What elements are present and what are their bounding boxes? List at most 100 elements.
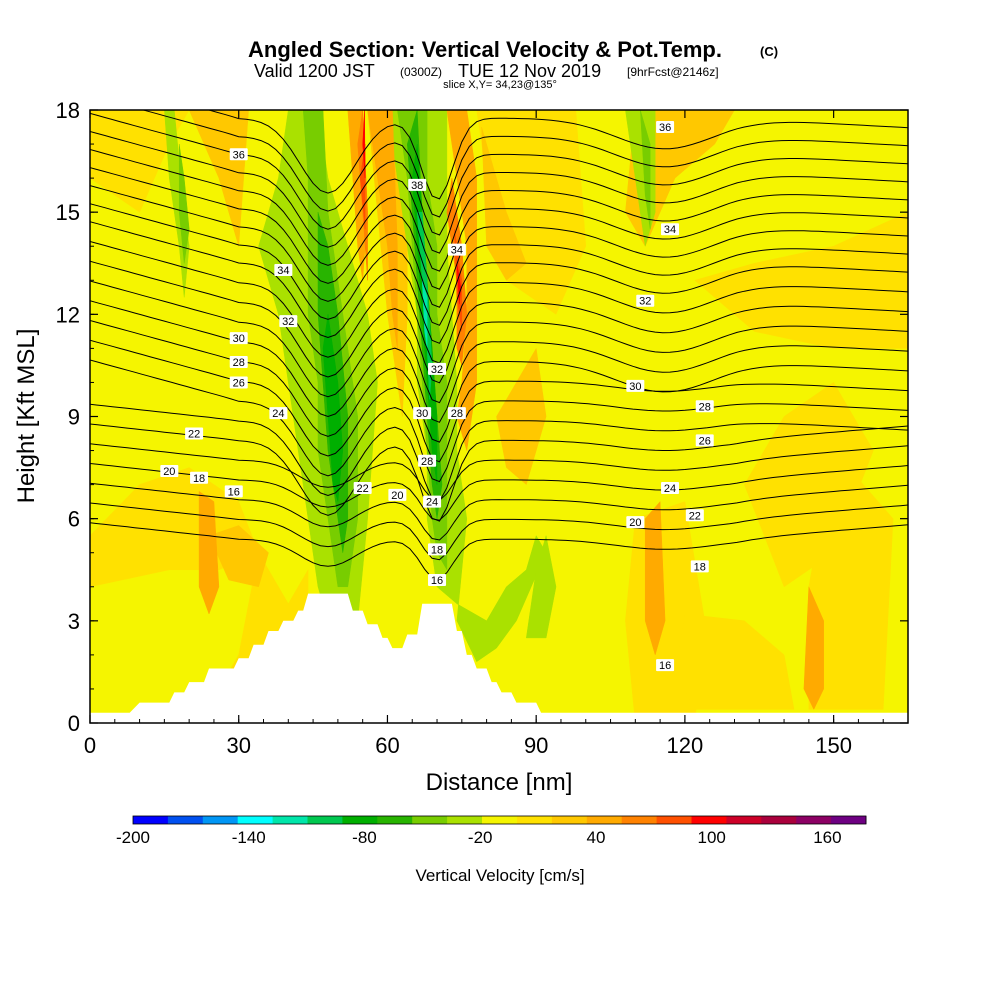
theta-label-text: 28 — [421, 456, 433, 468]
colorbar-tick-label: -200 — [116, 828, 150, 847]
chart-subtitle-slice: slice X,Y= 34,23@135° — [443, 79, 557, 91]
chart-title-unit: (C) — [760, 44, 778, 59]
theta-label-13: 32 — [428, 362, 447, 376]
colorbar-swatch-19 — [796, 816, 832, 824]
colorbar-swatch-7 — [377, 816, 413, 824]
theta-contour-25 — [90, 320, 908, 443]
theta-contour-30 — [90, 221, 908, 344]
theta-label-2: 32 — [279, 315, 298, 328]
theta-contour-16 — [90, 522, 908, 581]
velocity-region-9 — [188, 110, 249, 247]
colorbar-swatch-14 — [621, 816, 658, 824]
y-tick-label: 3 — [68, 609, 80, 634]
theta-contour-21 — [90, 423, 908, 522]
theta-label-text: 30 — [629, 381, 641, 393]
theta-label-8: 20 — [160, 464, 179, 478]
colorbar-swatch-1 — [167, 816, 204, 824]
velocity-region-30 — [367, 110, 398, 349]
theta-label-32: 16 — [656, 659, 675, 672]
theta-label-text: 20 — [391, 490, 403, 502]
theta-label-text: 30 — [416, 408, 428, 420]
velocity-region-11 — [496, 348, 547, 485]
theta-label-21: 16 — [428, 573, 447, 587]
theta-label-28: 24 — [661, 482, 680, 495]
theta-label-9: 18 — [190, 471, 209, 485]
colorbar-tick-label: -20 — [468, 828, 493, 847]
theta-label-text: 34 — [664, 224, 676, 236]
theta-label-text: 24 — [426, 497, 438, 509]
colorbar-tick-label: 100 — [697, 828, 725, 847]
theta-contour-20 — [90, 443, 908, 502]
theta-contour-29 — [90, 241, 908, 364]
theta-label-20: 18 — [428, 543, 447, 556]
theta-label-text: 26 — [699, 435, 711, 447]
theta-contour-17 — [90, 502, 908, 561]
colorbar-swatch-2 — [202, 816, 239, 824]
theta-contour-36 — [90, 112, 908, 236]
colorbar-swatch-6 — [342, 816, 378, 824]
theta-contour-18 — [90, 482, 908, 541]
theta-label-text: 34 — [451, 245, 463, 257]
theta-label-26: 28 — [695, 400, 714, 413]
theta-label-text: 30 — [233, 333, 245, 345]
velocity-region-21 — [178, 143, 190, 264]
y-tick-label: 18 — [56, 98, 80, 123]
colorbar-swatch-4 — [272, 816, 308, 824]
theta-contour-34 — [90, 149, 908, 272]
x-tick-label: 60 — [375, 733, 399, 758]
theta-contour-layer — [90, 110, 908, 581]
chart-subtitle-utc: (0300Z) — [400, 65, 442, 79]
theta-label-text: 22 — [357, 483, 369, 495]
velocity-region-35 — [803, 586, 824, 710]
theta-label-text: 32 — [282, 316, 294, 328]
colorbar-swatch-8 — [412, 816, 448, 824]
theta-label-text: 22 — [689, 510, 701, 522]
theta-label-text: 16 — [431, 575, 443, 587]
chart-subtitle-date: TUE 12 Nov 2019 — [458, 61, 601, 81]
colorbar-swatch-16 — [691, 816, 727, 824]
velocity-region-6 — [674, 613, 795, 710]
theta-label-text: 18 — [694, 561, 706, 573]
theta-label-15: 28 — [447, 407, 466, 420]
theta-label-0: 36 — [229, 148, 248, 161]
colorbar-swatch-0 — [133, 816, 169, 824]
colorbar-swatch-20 — [831, 816, 867, 824]
colorbar-swatch-10 — [482, 816, 518, 824]
theta-label-23: 34 — [661, 223, 680, 236]
colorbar: -200 -140 -80 -20 40 100 160 — [116, 815, 867, 847]
theta-contour-23 — [90, 359, 908, 483]
theta-label-text: 18 — [193, 473, 205, 485]
y-tick-label: 6 — [68, 507, 80, 532]
theta-label-text: 34 — [277, 265, 289, 277]
theta-contour-33 — [90, 167, 908, 290]
y-tick-label: 12 — [56, 302, 80, 327]
theta-label-16: 28 — [418, 454, 437, 468]
theta-label-text: 32 — [431, 364, 443, 376]
theta-contour-28 — [90, 260, 908, 384]
colorbar-frame — [132, 815, 867, 825]
theta-label-text: 24 — [664, 483, 676, 495]
x-tick-label: 30 — [226, 733, 250, 758]
theta-contour-37 — [141, 110, 908, 218]
theta-label-1: 34 — [274, 264, 293, 277]
theta-label-6: 24 — [269, 407, 288, 420]
theta-contour-31 — [90, 203, 908, 326]
theta-label-4: 28 — [229, 356, 248, 369]
theta-label-24: 32 — [636, 294, 655, 308]
theta-label-text: 36 — [659, 122, 671, 134]
theta-label-layer: 36 34 32 30 28 26 24 22 20 18 16 38 34 32 30 28 28 24 22 20… — [160, 121, 714, 672]
theta-label-19: 20 — [388, 488, 407, 502]
velocity-region-31 — [446, 110, 477, 451]
x-tick-label: 150 — [815, 733, 852, 758]
velocity-region-34 — [644, 501, 666, 656]
y-tick-label: 0 — [68, 711, 80, 736]
velocity-region-2 — [90, 110, 190, 213]
colorbar-title: Vertical Velocity [cm/s] — [415, 866, 584, 885]
chart-subtitle-forecast: [9hrFcst@2146z] — [627, 65, 719, 79]
theta-label-text: 18 — [431, 544, 443, 556]
theta-label-text: 24 — [272, 408, 284, 420]
theta-contour-22 — [90, 403, 908, 502]
theta-label-12: 34 — [447, 243, 466, 257]
chart-subtitle-valid: Valid 1200 JST — [254, 61, 375, 81]
colorbar-swatch-12 — [551, 816, 588, 824]
